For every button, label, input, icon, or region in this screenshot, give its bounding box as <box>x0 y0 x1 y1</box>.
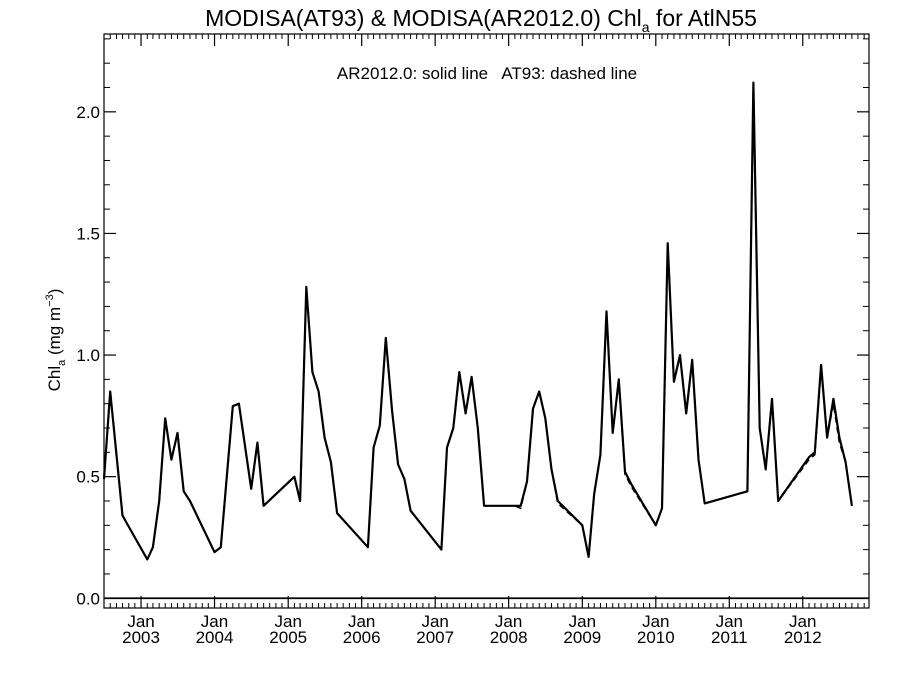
y-axis-label-main: Chl <box>45 366 64 392</box>
x-tick-label-month: Jan <box>348 612 375 631</box>
y-axis-label-superscript: −3 <box>44 294 56 307</box>
y-axis-label: Chla (mg m−3) <box>44 289 68 392</box>
chart-title-main: MODISA(AT93) & MODISA(AR2012.0) Chl <box>205 5 642 31</box>
chart-title: MODISA(AT93) & MODISA(AR2012.0) Chla for… <box>205 5 757 35</box>
plot-area: 0.00.51.01.52.0Jan2003Jan2004Jan2005Jan2… <box>76 33 870 647</box>
chart-title-tail: for AtlN55 <box>650 5 757 31</box>
y-tick-label: 1.5 <box>76 224 100 243</box>
x-tick-label-month: Jan <box>716 612 743 631</box>
y-axis-label-subscript: a <box>56 359 68 366</box>
x-tick-label-year: 2012 <box>784 628 822 647</box>
x-tick-label-month: Jan <box>789 612 816 631</box>
y-axis-label-unit: (mg m <box>45 307 64 360</box>
y-tick-label: 1.0 <box>76 346 100 365</box>
x-tick-label-month: Jan <box>569 612 596 631</box>
x-tick-label-year: 2006 <box>343 628 381 647</box>
x-tick-label-year: 2004 <box>196 628 234 647</box>
x-tick-label-month: Jan <box>421 612 448 631</box>
x-tick-label-month: Jan <box>201 612 228 631</box>
chart-title-subscript: a <box>642 19 650 35</box>
series-line-dashed <box>103 81 853 561</box>
x-tick-label-month: Jan <box>495 612 522 631</box>
x-tick-label-year: 2007 <box>416 628 454 647</box>
x-tick-label-month: Jan <box>274 612 301 631</box>
x-tick-label-year: 2010 <box>637 628 675 647</box>
y-axis-label-group: Chla (mg m−3) <box>44 289 68 392</box>
y-tick-label: 2.0 <box>76 103 100 122</box>
y-axis-label-close: ) <box>45 289 64 295</box>
x-tick-label-month: Jan <box>642 612 669 631</box>
x-tick-label-year: 2008 <box>490 628 528 647</box>
x-tick-label-year: 2011 <box>711 628 748 647</box>
x-tick-label-month: Jan <box>127 612 154 631</box>
plot-frame <box>103 33 870 609</box>
y-tick-label: 0.5 <box>76 468 100 487</box>
x-tick-label-year: 2009 <box>563 628 601 647</box>
x-tick-label-year: 2005 <box>269 628 307 647</box>
x-tick-label-year: 2003 <box>122 628 160 647</box>
chart-annotation: AR2012.0: solid line AT93: dashed line <box>337 64 637 83</box>
y-tick-label: 0.0 <box>76 589 100 608</box>
